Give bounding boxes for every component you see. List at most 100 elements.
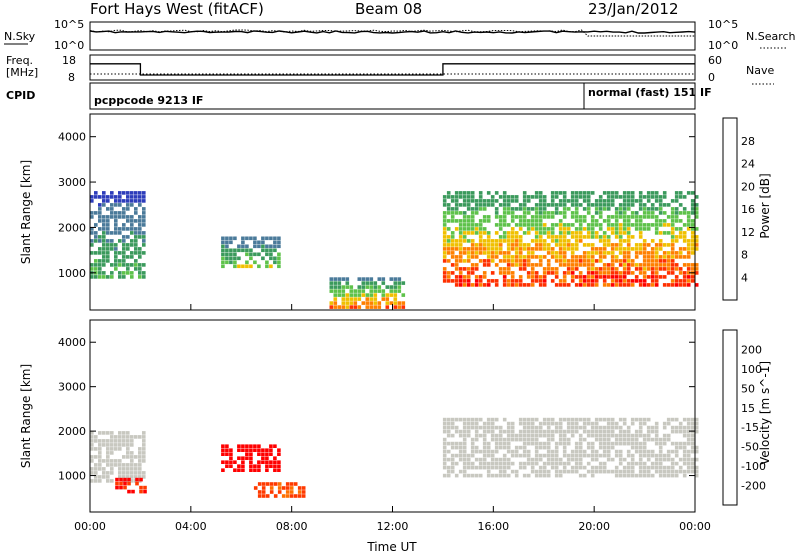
echo-cell xyxy=(566,243,571,247)
echo-cell xyxy=(102,231,106,235)
echo-cell xyxy=(642,421,647,426)
echo-cell xyxy=(490,239,495,243)
echo-cell xyxy=(654,283,659,287)
echo-cell xyxy=(450,215,455,219)
echo-cell xyxy=(494,243,499,247)
echo-cell xyxy=(678,283,683,287)
echo-cell xyxy=(666,255,671,259)
echo-cell xyxy=(482,421,487,426)
echo-cell xyxy=(122,471,126,475)
echo-cell xyxy=(470,243,475,247)
echo-cell xyxy=(618,275,623,279)
echo-cell xyxy=(618,473,623,478)
echo-cell xyxy=(502,469,507,474)
echo-cell xyxy=(114,211,118,215)
echo-cell xyxy=(626,195,631,199)
echo-cell xyxy=(614,227,619,231)
echo-cell xyxy=(486,215,491,219)
echo-cell xyxy=(570,417,575,422)
echo-cell xyxy=(582,473,587,478)
echo-cell xyxy=(606,239,611,243)
echo-cell xyxy=(225,240,229,245)
echo-cell xyxy=(478,235,483,239)
echo-cell xyxy=(630,433,635,438)
echo-cell xyxy=(674,445,679,450)
echo-cell xyxy=(126,207,130,211)
echo-cell xyxy=(558,263,563,267)
echo-cell xyxy=(373,293,378,297)
echo-cell xyxy=(518,227,523,231)
echo-cell xyxy=(578,461,583,466)
echo-cell xyxy=(518,243,523,247)
echo-cell xyxy=(102,215,106,219)
echo-cell xyxy=(385,285,390,289)
echo-cell xyxy=(594,465,599,470)
cpid-panel-frame xyxy=(89,82,696,110)
echo-cell xyxy=(357,297,362,301)
echo-cell xyxy=(570,199,575,203)
echo-cell xyxy=(606,417,611,422)
echo-cell xyxy=(478,251,483,255)
echo-cell xyxy=(558,421,563,426)
echo-cell xyxy=(590,251,595,255)
echo-cell xyxy=(237,256,241,261)
echo-cell xyxy=(566,227,571,231)
echo-cell xyxy=(482,263,487,267)
echo-cell xyxy=(590,227,595,231)
echo-cell xyxy=(253,240,257,245)
echo-cell xyxy=(458,195,463,199)
echo-cell xyxy=(546,215,551,219)
echo-cell xyxy=(566,223,571,227)
echo-cell xyxy=(482,457,487,462)
echo-cell xyxy=(638,279,643,283)
echo-cell xyxy=(454,247,459,251)
echo-cell xyxy=(393,301,398,305)
velocity-colorbar-tick: -50 xyxy=(741,441,759,454)
echo-cell xyxy=(518,251,523,255)
echo-cell xyxy=(446,449,451,454)
echo-cell xyxy=(373,281,378,285)
echo-cell xyxy=(389,289,394,293)
echo-cell xyxy=(570,275,575,279)
echo-cell xyxy=(269,264,273,269)
echo-cell xyxy=(502,203,507,207)
echo-cell xyxy=(494,445,499,450)
echo-cell xyxy=(269,464,273,468)
radar-title: Fort Hays West (fitACF) xyxy=(90,0,264,18)
echo-cell xyxy=(602,283,607,287)
echo-cell xyxy=(622,473,627,478)
echo-cell xyxy=(606,441,611,446)
echo-cell xyxy=(486,239,491,243)
echo-cell xyxy=(329,289,334,293)
echo-cell xyxy=(277,244,281,249)
echo-cell xyxy=(558,203,563,207)
echo-cell xyxy=(646,417,651,422)
echo-cell xyxy=(241,248,245,253)
echo-cell xyxy=(253,244,257,249)
echo-cell xyxy=(658,275,663,279)
echo-cell xyxy=(130,475,134,479)
echo-cell xyxy=(638,457,643,462)
echo-cell xyxy=(94,191,98,195)
echo-cell xyxy=(490,251,495,255)
echo-cell xyxy=(450,219,455,223)
echo-cell xyxy=(598,429,603,434)
echo-cell xyxy=(130,263,134,267)
echo-cell xyxy=(614,473,619,478)
echo-cell xyxy=(530,469,535,474)
echo-cell xyxy=(666,417,671,422)
echo-cell xyxy=(686,279,691,283)
echo-cell xyxy=(658,259,663,263)
echo-cell xyxy=(450,433,455,438)
echo-cell xyxy=(466,203,471,207)
echo-cell xyxy=(261,486,266,490)
echo-cell xyxy=(526,195,531,199)
echo-cell xyxy=(638,433,643,438)
echo-cell xyxy=(666,457,671,462)
echo-cell xyxy=(454,211,459,215)
echo-cell xyxy=(450,421,455,426)
echo-cell xyxy=(686,263,691,267)
echo-cell xyxy=(590,219,595,223)
echo-cell xyxy=(570,453,575,458)
echo-cell xyxy=(486,445,491,450)
